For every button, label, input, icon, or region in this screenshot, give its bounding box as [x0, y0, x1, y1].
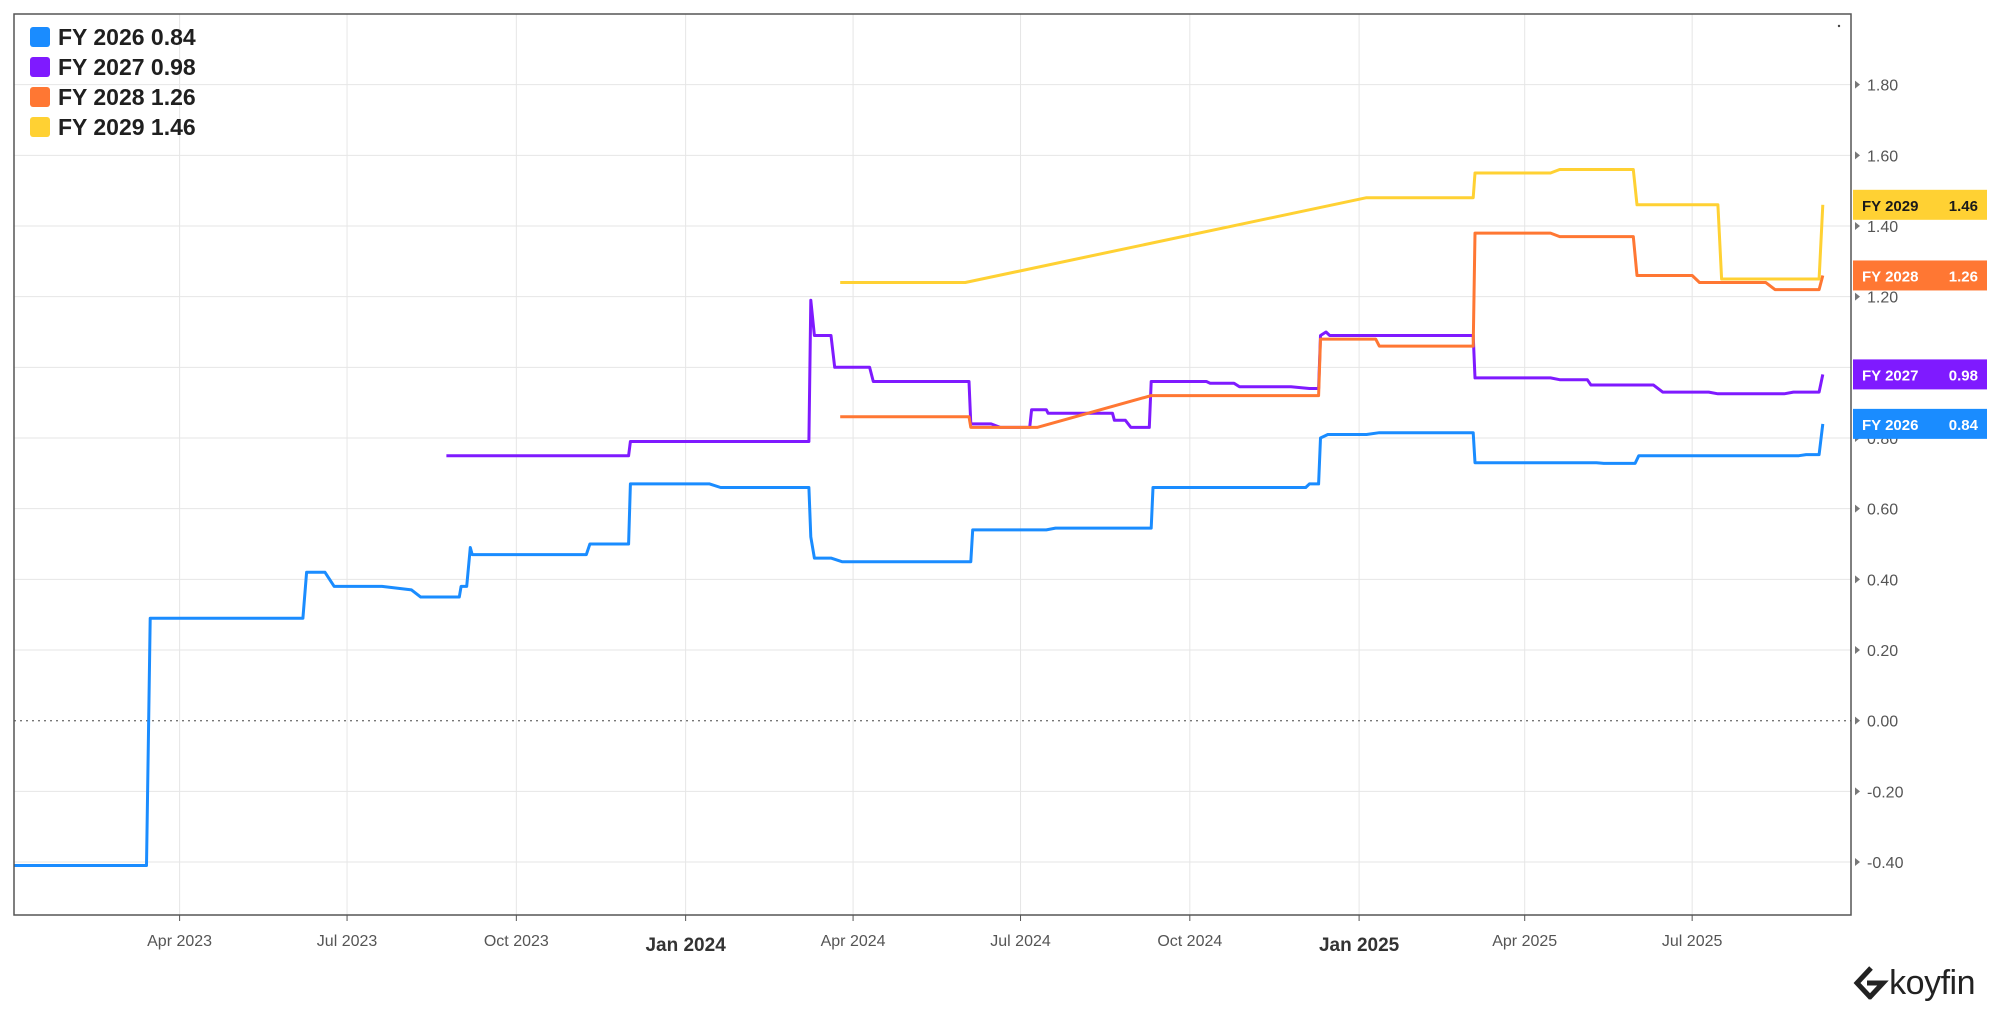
last-value-number: 0.84 — [1949, 417, 1979, 434]
y-tick — [1855, 858, 1860, 866]
x-tick-label: Oct 2023 — [484, 933, 549, 950]
y-tick — [1855, 504, 1860, 513]
x-tick-label: Jan 2024 — [645, 935, 726, 956]
y-tick-label: 1.60 — [1867, 148, 1898, 165]
legend-item-fy2026[interactable]: FY 2026 0.84 — [30, 22, 196, 52]
y-tick — [1855, 716, 1860, 725]
last-value-number: 1.46 — [1949, 198, 1978, 215]
last-value-series-name: FY 2027 — [1862, 367, 1918, 384]
legend-swatch — [30, 87, 50, 107]
y-tick — [1855, 222, 1860, 230]
last-value-number: 0.98 — [1949, 367, 1978, 384]
legend-label: FY 2028 1.26 — [58, 83, 196, 110]
koyfin-logo-icon — [1853, 966, 1889, 1000]
series-line-fy2026 — [14, 423, 1825, 867]
x-tick-label: Jul 2023 — [317, 933, 378, 950]
y-tick — [1855, 646, 1860, 654]
x-tick-label: Jul 2025 — [1662, 933, 1723, 950]
last-value-tag — [1853, 408, 1987, 439]
x-tick-label: Apr 2025 — [1492, 933, 1557, 950]
x-tick-label: Oct 2024 — [1157, 933, 1222, 950]
y-tick — [1855, 80, 1860, 89]
legend-label: FY 2029 1.46 — [58, 113, 196, 140]
series-line-fy2029 — [840, 168, 1825, 284]
last-value-tag — [1853, 359, 1987, 390]
legend-label: FY 2027 0.98 — [58, 53, 196, 80]
y-tick-label: -0.20 — [1867, 784, 1904, 801]
last-value-tag — [1853, 189, 1987, 220]
last-value-series-name: FY 2028 — [1862, 268, 1918, 285]
legend-label: FY 2026 0.84 — [58, 23, 196, 50]
x-tick-label: Apr 2024 — [821, 933, 886, 950]
y-tick-label: 0.20 — [1867, 643, 1898, 660]
y-tick-label: -0.40 — [1867, 855, 1904, 872]
plot-area — [14, 14, 1851, 915]
y-tick — [1855, 292, 1860, 301]
x-tick-label: Jul 2024 — [990, 933, 1051, 950]
y-tick-label: 1.40 — [1867, 219, 1898, 236]
y-tick-label: 0.00 — [1867, 714, 1898, 731]
last-value-number: 1.26 — [1949, 268, 1978, 285]
y-tick-label: 1.80 — [1867, 78, 1898, 95]
corner-dot — [1837, 24, 1841, 28]
legend-item-fy2029[interactable]: FY 2029 1.46 — [30, 112, 196, 142]
series-line-fy2027 — [446, 298, 1825, 458]
legend-swatch — [30, 27, 50, 47]
y-tick-label: 1.20 — [1867, 290, 1898, 307]
last-value-series-name: FY 2029 — [1862, 198, 1918, 215]
series-line-fy2028 — [840, 231, 1825, 429]
legend: FY 2026 0.84 FY 2027 0.98 FY 2028 1.26 F… — [30, 22, 196, 142]
x-tick-label: Jan 2025 — [1319, 935, 1400, 956]
legend-swatch — [30, 57, 50, 77]
last-value-tag — [1853, 260, 1987, 291]
y-tick — [1855, 151, 1860, 160]
legend-item-fy2028[interactable]: FY 2028 1.26 — [30, 82, 196, 112]
brand-logo: koyfin — [1849, 963, 1975, 1003]
plot-frame — [13, 13, 1852, 916]
y-tick-label: 0.40 — [1867, 572, 1898, 589]
legend-item-fy2027[interactable]: FY 2027 0.98 — [30, 52, 196, 82]
brand-name: koyfin — [1889, 963, 1975, 1002]
y-tick-label: 0.60 — [1867, 502, 1898, 519]
legend-swatch — [30, 117, 50, 137]
last-value-series-name: FY 2026 — [1862, 417, 1918, 434]
y-tick — [1855, 575, 1860, 584]
x-tick-label: Apr 2023 — [147, 933, 212, 950]
y-tick — [1855, 787, 1860, 796]
